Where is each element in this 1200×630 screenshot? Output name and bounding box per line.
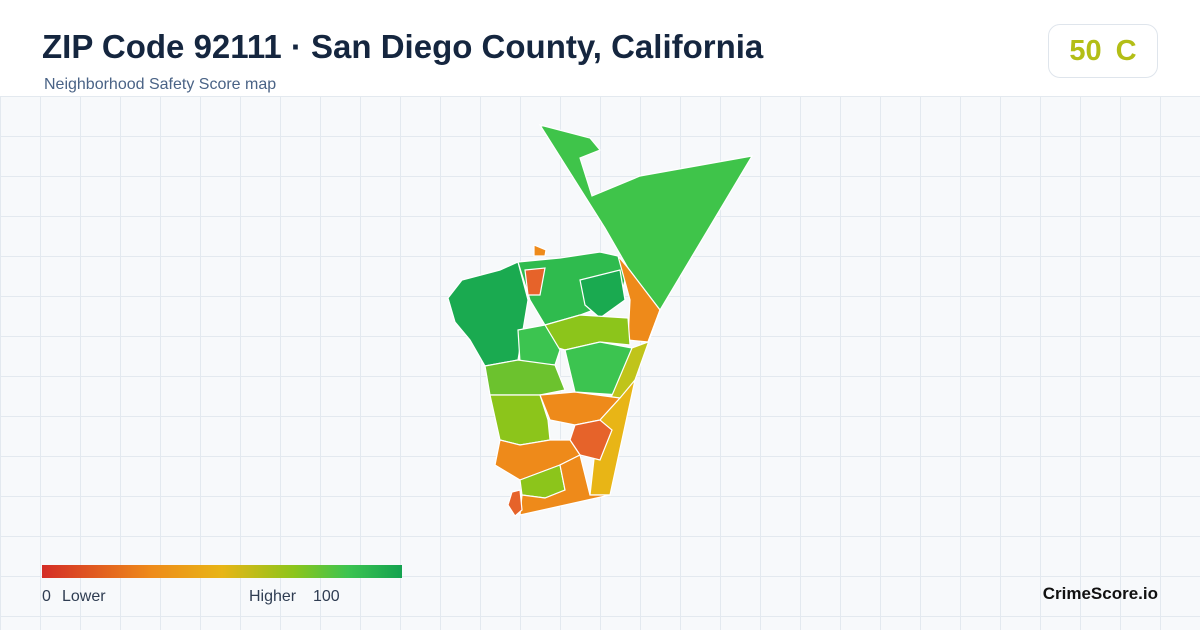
region <box>484 359 566 396</box>
region <box>533 244 547 257</box>
header: ZIP Code 92111 · San Diego County, Calif… <box>0 0 1200 97</box>
region <box>507 489 523 517</box>
region <box>519 454 611 516</box>
region <box>579 269 626 319</box>
subtitle: Neighborhood Safety Score map <box>44 76 277 93</box>
region <box>489 394 551 446</box>
region <box>517 324 561 366</box>
legend-max-label: Higher <box>249 588 297 605</box>
score-badge: 50 C <box>1048 24 1158 78</box>
legend-gradient <box>42 565 402 578</box>
region <box>538 124 754 312</box>
region <box>524 267 546 296</box>
score-value: 50 <box>1069 34 1102 67</box>
legend-min-label: Lower <box>62 588 106 605</box>
title: ZIP Code 92111 · San Diego County, Calif… <box>42 28 764 65</box>
score-grade: C <box>1115 34 1137 67</box>
legend-max: 100 <box>313 588 340 605</box>
legend-min: 0 <box>42 588 51 605</box>
brand: CrimeScore.io <box>1042 584 1158 603</box>
region <box>447 261 529 367</box>
